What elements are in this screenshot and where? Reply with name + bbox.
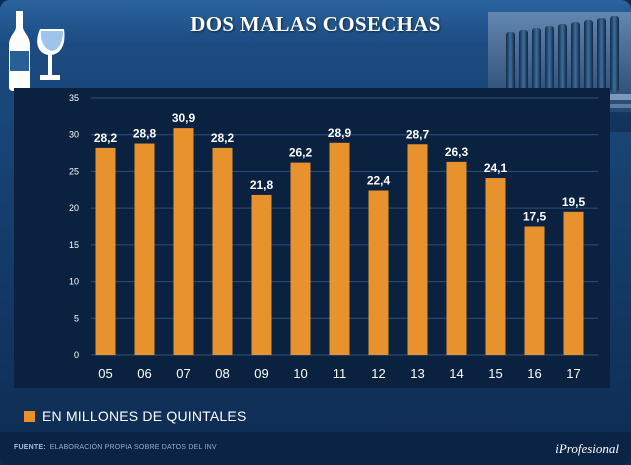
legend-swatch	[24, 410, 35, 422]
bar	[251, 194, 272, 355]
x-tick-label: 12	[371, 366, 385, 381]
data-label: 28,9	[328, 126, 352, 140]
x-tick-label: 07	[176, 366, 190, 381]
y-tick-label: 15	[69, 240, 79, 250]
wine-bottle-glass-icon	[9, 11, 65, 91]
y-tick-label: 0	[74, 350, 79, 360]
legend: EN MILLONES DE QUINTALES	[24, 405, 246, 427]
data-label: 28,2	[94, 131, 118, 145]
data-label: 21,8	[250, 178, 274, 192]
x-tick-label: 16	[527, 366, 541, 381]
bar	[290, 162, 311, 355]
x-tick-label: 11	[333, 366, 347, 381]
x-tick-label: 15	[488, 366, 502, 381]
y-tick-label: 10	[69, 277, 79, 287]
x-tick-label: 14	[449, 366, 463, 381]
bar	[446, 161, 467, 355]
bar-chart: 0510152025303528,20528,80630,90728,20821…	[69, 93, 598, 381]
data-label: 19,5	[562, 195, 586, 209]
bar	[368, 190, 389, 355]
bar	[407, 144, 428, 355]
data-label: 28,8	[133, 127, 157, 141]
data-label: 28,7	[406, 127, 430, 141]
bar	[329, 142, 350, 355]
data-label: 28,2	[211, 131, 235, 145]
y-tick-label: 35	[69, 93, 79, 103]
bar	[485, 178, 506, 355]
bar	[95, 147, 116, 355]
bar	[173, 128, 194, 355]
footer-bar	[0, 432, 631, 465]
x-tick-label: 06	[137, 366, 151, 381]
bar	[524, 226, 545, 355]
y-tick-label: 25	[69, 166, 79, 176]
x-tick-label: 13	[410, 366, 424, 381]
x-tick-label: 05	[98, 366, 112, 381]
x-tick-label: 17	[566, 366, 580, 381]
source-label: FUENTE:	[14, 444, 46, 451]
bar	[563, 211, 584, 355]
data-label: 26,2	[289, 146, 313, 160]
bar	[134, 143, 155, 355]
brand-logo: iProfesional	[555, 441, 619, 456]
data-label: 24,1	[484, 161, 508, 175]
y-tick-label: 30	[69, 130, 79, 140]
bar	[212, 147, 233, 355]
data-label: 17,5	[523, 210, 547, 224]
x-tick-label: 10	[293, 366, 307, 381]
legend-label: EN MILLONES DE QUINTALES	[42, 408, 247, 424]
y-tick-label: 5	[74, 313, 79, 323]
source-text: ELABORACIÓN PROPIA SOBRE DATOS DEL INV	[49, 444, 217, 451]
source-note: FUENTE: ELABORACIÓN PROPIA SOBRE DATOS DE…	[14, 444, 217, 451]
chart-title: DOS MALAS COSECHAS	[190, 12, 441, 36]
x-tick-label: 08	[215, 366, 229, 381]
data-label: 26,3	[445, 145, 469, 159]
x-tick-label: 09	[254, 366, 268, 381]
data-label: 22,4	[367, 174, 391, 188]
y-tick-label: 20	[69, 203, 79, 213]
data-label: 30,9	[172, 111, 196, 125]
